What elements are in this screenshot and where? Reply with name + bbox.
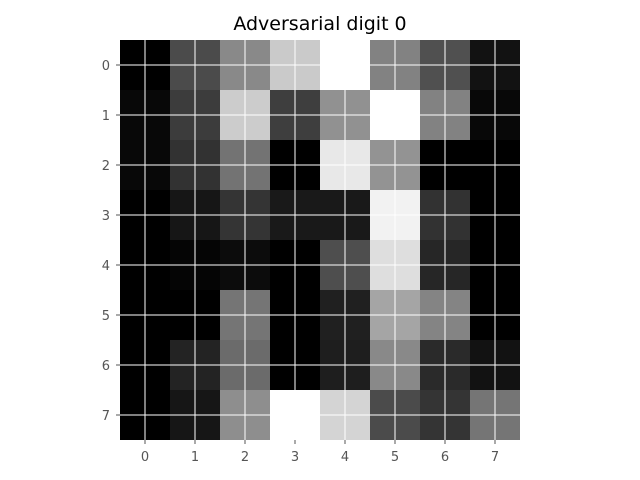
y-tick-label-5: 5 — [102, 309, 110, 324]
grid-lines — [120, 40, 520, 440]
x-axis: 0 1 2 3 4 5 6 7 — [141, 440, 499, 465]
x-tick-label-1: 1 — [191, 450, 199, 465]
x-tick-label-4: 4 — [341, 450, 349, 465]
y-tick-label-4: 4 — [102, 259, 110, 274]
y-axis: 0 1 2 3 4 5 6 7 — [102, 59, 120, 424]
chart-title: Adversarial digit 0 — [233, 13, 406, 35]
x-tick-label-7: 7 — [491, 450, 499, 465]
y-tick-label-1: 1 — [102, 109, 110, 124]
x-tick-label-6: 6 — [441, 450, 449, 465]
x-tick-label-3: 3 — [291, 450, 299, 465]
x-tick-label-2: 2 — [241, 450, 249, 465]
y-tick-label-2: 2 — [102, 159, 110, 174]
y-tick-label-0: 0 — [102, 59, 110, 74]
y-tick-label-7: 7 — [102, 409, 110, 424]
x-tick-label-0: 0 — [141, 450, 149, 465]
y-tick-label-3: 3 — [102, 209, 110, 224]
x-tick-label-5: 5 — [391, 450, 399, 465]
heatmap-cells — [120, 40, 520, 440]
y-tick-label-6: 6 — [102, 359, 110, 374]
